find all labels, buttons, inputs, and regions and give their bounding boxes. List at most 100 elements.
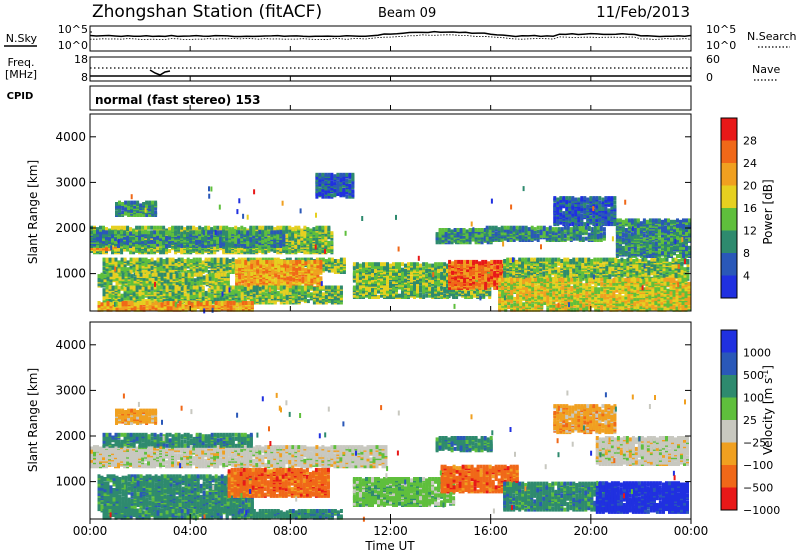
scatter-cell bbox=[156, 285, 160, 290]
scatter-cell bbox=[235, 277, 239, 282]
scatter-cell bbox=[318, 249, 322, 253]
scatter-cell bbox=[111, 285, 115, 290]
scatter-cell bbox=[255, 247, 259, 252]
scatter-cell bbox=[425, 273, 429, 278]
scatter-cell bbox=[307, 259, 311, 264]
scatter-cell bbox=[121, 202, 125, 206]
scatter-cell bbox=[253, 259, 257, 264]
scatter-cell bbox=[124, 206, 128, 211]
scatter-cell bbox=[237, 237, 241, 242]
scatter-cell bbox=[142, 301, 146, 305]
scatter-cell bbox=[172, 274, 176, 279]
scatter-cell bbox=[294, 244, 298, 249]
scatter-cell bbox=[186, 225, 190, 230]
scatter-cell bbox=[156, 232, 160, 237]
scatter-cell bbox=[297, 285, 301, 290]
scatter-cell bbox=[186, 231, 190, 236]
scatter-cell bbox=[153, 235, 157, 240]
scatter-cell bbox=[259, 259, 263, 264]
scatter-cell bbox=[183, 292, 187, 297]
scatter-cell bbox=[389, 263, 392, 268]
scatter-cell bbox=[171, 285, 175, 290]
scatter-cell bbox=[148, 274, 152, 279]
scatter-cell bbox=[201, 230, 205, 235]
scatter-cell bbox=[276, 290, 280, 295]
scatter-cell bbox=[165, 267, 169, 272]
scatter-cell bbox=[189, 233, 193, 237]
scatter-cell bbox=[282, 225, 286, 230]
scatter-cell bbox=[232, 301, 236, 305]
scatter-cell bbox=[249, 242, 253, 247]
scatter-cell bbox=[225, 257, 229, 262]
scatter-cell bbox=[174, 225, 178, 230]
scatter-cell bbox=[267, 237, 271, 242]
scatter-cell bbox=[241, 301, 245, 305]
scatter-cell bbox=[177, 286, 181, 291]
scatter-cell bbox=[166, 279, 170, 284]
scatter-cell bbox=[279, 238, 283, 243]
scatter-cell bbox=[121, 272, 125, 277]
scatter-cell bbox=[109, 302, 113, 307]
scatter-cell bbox=[97, 274, 101, 279]
scatter-cell bbox=[201, 227, 205, 232]
scatter-cell bbox=[310, 259, 314, 264]
scatter-cell bbox=[105, 230, 108, 235]
scatter-cell bbox=[142, 306, 146, 311]
scatter-cell bbox=[327, 292, 331, 297]
scatter-cell bbox=[401, 267, 404, 272]
scatter-cell bbox=[139, 211, 143, 216]
scatter-cell bbox=[154, 210, 158, 215]
scatter-cell bbox=[291, 227, 295, 232]
scatter-cell bbox=[139, 272, 143, 277]
scatter-cell bbox=[124, 272, 128, 277]
scatter-cell bbox=[327, 285, 331, 290]
scatter-cell bbox=[315, 236, 319, 241]
scatter-cell bbox=[413, 262, 416, 267]
scatter-cell bbox=[204, 257, 208, 262]
scatter-cell bbox=[270, 230, 274, 235]
scatter-cell bbox=[219, 233, 223, 237]
scatter-cell bbox=[159, 237, 163, 242]
scatter-cell bbox=[97, 301, 101, 305]
scatter-cell bbox=[222, 285, 226, 290]
scatter-cell bbox=[189, 230, 193, 235]
scatter-cell bbox=[404, 263, 407, 268]
scatter-cell bbox=[147, 230, 151, 235]
scatter-cell bbox=[159, 225, 163, 230]
scatter-cell bbox=[117, 230, 120, 235]
scatter-cell bbox=[207, 230, 211, 235]
scatter-cell bbox=[235, 259, 239, 264]
scatter-cell bbox=[339, 257, 343, 262]
scatter-cell bbox=[225, 230, 229, 235]
scatter-cell bbox=[288, 236, 292, 241]
scatter-cell bbox=[147, 247, 151, 252]
scatter-cell bbox=[252, 285, 256, 290]
scatter-cell bbox=[139, 203, 143, 208]
scatter-cell bbox=[213, 285, 217, 290]
scatter-cell bbox=[297, 225, 301, 230]
scatter-cell bbox=[262, 259, 266, 264]
scatter-cell bbox=[105, 233, 108, 237]
freq-label-line2: [MHz] bbox=[5, 68, 37, 81]
scatter-cell bbox=[271, 259, 275, 264]
scatter-cell bbox=[249, 247, 253, 252]
scatter-cell bbox=[163, 301, 167, 305]
scatter-cell bbox=[162, 247, 166, 252]
scatter-cell bbox=[270, 225, 274, 230]
scatter-cell bbox=[289, 266, 293, 271]
scatter-cell bbox=[301, 259, 305, 264]
scatter-cell bbox=[235, 302, 239, 307]
scatter-cell bbox=[123, 267, 127, 272]
scatter-cell bbox=[228, 238, 232, 243]
scatter-cell bbox=[303, 231, 307, 236]
scatter-cell bbox=[300, 285, 304, 290]
scatter-cell bbox=[135, 231, 139, 236]
scatter-cell bbox=[228, 246, 232, 251]
scatter-cell bbox=[270, 233, 274, 237]
scatter-cell bbox=[108, 265, 112, 270]
scatter-cell bbox=[150, 270, 154, 274]
scatter-cell bbox=[358, 263, 362, 268]
scatter-cell bbox=[223, 301, 227, 305]
scatter-cell bbox=[132, 238, 136, 243]
scatter-cell bbox=[177, 225, 181, 230]
